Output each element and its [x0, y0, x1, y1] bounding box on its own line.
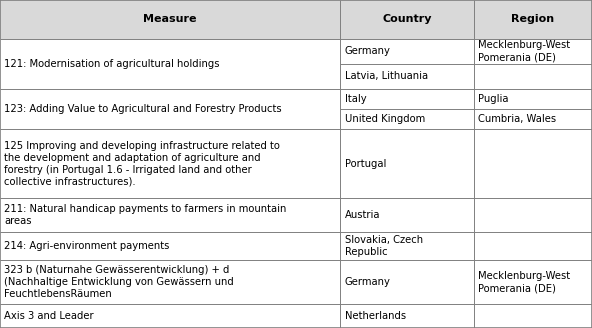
Text: 211: Natural handicap payments to farmers in mountain
areas: 211: Natural handicap payments to farmer…	[4, 204, 287, 226]
Text: Mecklenburg-West
Pomerania (DE): Mecklenburg-West Pomerania (DE)	[478, 271, 570, 293]
Text: 125 Improving and developing infrastructure related to
the development and adapt: 125 Improving and developing infrastruct…	[4, 141, 280, 187]
Text: Italy: Italy	[345, 94, 366, 104]
Text: Measure: Measure	[143, 14, 197, 24]
Text: Netherlands: Netherlands	[345, 311, 406, 321]
Text: 323 b (Naturnahe Gewässerentwicklung) + d
(Nachhaltige Entwicklung von Gewässern: 323 b (Naturnahe Gewässerentwicklung) + …	[4, 265, 234, 299]
Text: 121: Modernisation of agricultural holdings: 121: Modernisation of agricultural holdi…	[4, 59, 220, 69]
Text: Country: Country	[382, 14, 432, 24]
Text: Region: Region	[511, 14, 554, 24]
Bar	[0, 260, 592, 304]
Bar	[0, 198, 592, 233]
Bar	[0, 39, 592, 89]
Text: Cumbria, Wales: Cumbria, Wales	[478, 114, 556, 124]
Text: Germany: Germany	[345, 277, 390, 287]
Text: Portugal: Portugal	[345, 159, 386, 169]
Text: 214: Agri-environment payments: 214: Agri-environment payments	[4, 241, 169, 251]
Bar	[0, 0, 592, 39]
Text: 123: Adding Value to Agricultural and Forestry Products: 123: Adding Value to Agricultural and Fo…	[4, 104, 282, 114]
Text: Axis 3 and Leader: Axis 3 and Leader	[4, 311, 94, 321]
Text: Mecklenburg-West
Pomerania (DE): Mecklenburg-West Pomerania (DE)	[478, 40, 570, 62]
Bar	[0, 130, 592, 198]
Text: Slovakia, Czech
Republic: Slovakia, Czech Republic	[345, 235, 423, 257]
Bar	[0, 89, 592, 130]
Bar	[0, 304, 592, 328]
Text: Austria: Austria	[345, 210, 380, 220]
Bar	[0, 233, 592, 260]
Text: Latvia, Lithuania: Latvia, Lithuania	[345, 71, 427, 81]
Text: Puglia: Puglia	[478, 94, 509, 104]
Text: Germany: Germany	[345, 46, 390, 56]
Text: United Kingdom: United Kingdom	[345, 114, 425, 124]
